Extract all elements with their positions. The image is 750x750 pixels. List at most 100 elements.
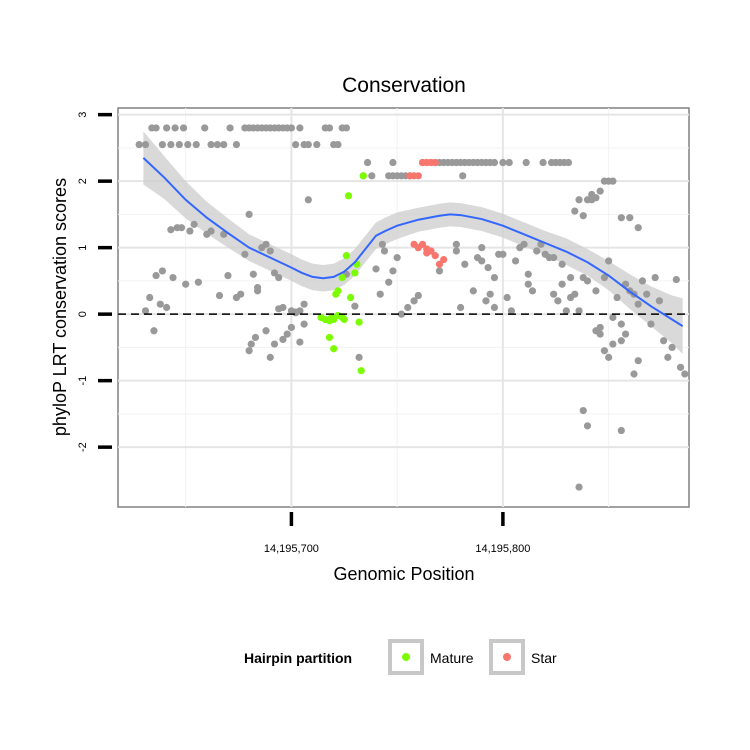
point-other	[334, 140, 342, 149]
point-mature	[334, 287, 342, 295]
point-other	[304, 196, 312, 204]
point-mature	[357, 367, 365, 375]
point-other	[478, 257, 486, 265]
smooth-fit-line	[142, 157, 684, 327]
confidence-band-layer	[143, 131, 683, 355]
point-other	[452, 247, 460, 255]
point-other	[486, 290, 494, 298]
legend-dot-star	[503, 653, 511, 661]
point-other	[351, 302, 359, 310]
point-other	[266, 353, 274, 361]
chart-title: Conservation	[342, 74, 466, 97]
point-mature	[355, 318, 363, 326]
point-other	[389, 267, 397, 275]
point-other	[617, 426, 625, 435]
confidence-band	[143, 131, 683, 355]
point-other	[283, 330, 291, 338]
point-other	[292, 140, 300, 149]
point-other	[232, 140, 241, 149]
point-other	[237, 290, 245, 298]
point-other	[163, 124, 171, 132]
legend: Hairpin partition Mature Star	[244, 639, 557, 675]
point-other	[609, 177, 617, 185]
point-other	[152, 124, 160, 132]
point-other	[251, 333, 260, 342]
point-other	[385, 278, 393, 286]
point-star	[431, 158, 439, 167]
point-other	[355, 353, 363, 361]
point-other	[655, 297, 663, 305]
point-other	[158, 267, 167, 275]
point-other	[247, 340, 255, 348]
point-other	[583, 277, 592, 285]
point-other	[410, 297, 418, 305]
y-tick-label: 1	[77, 245, 89, 251]
point-other	[484, 264, 492, 272]
point-other	[533, 247, 541, 255]
point-other	[571, 207, 579, 215]
y-tick-label: 2	[77, 178, 89, 184]
point-other	[660, 337, 668, 345]
point-other	[505, 158, 513, 167]
point-other	[562, 307, 570, 315]
point-other	[380, 247, 389, 255]
point-other	[511, 257, 520, 265]
y-tick-label: -1	[77, 376, 89, 386]
point-other	[575, 483, 583, 491]
point-other	[524, 280, 532, 288]
point-other	[184, 140, 192, 149]
axes-layer: 14,195,700 14,195,800 3 2 1 0 -1 -2	[77, 112, 530, 555]
point-other	[550, 254, 558, 262]
point-other	[207, 140, 215, 149]
point-other	[651, 273, 659, 282]
point-other	[482, 297, 490, 305]
point-other	[177, 224, 186, 232]
y-tick-label: 3	[77, 112, 89, 118]
point-star	[418, 240, 427, 248]
point-other	[158, 140, 167, 149]
point-other	[313, 140, 321, 149]
point-other	[226, 124, 234, 132]
point-mature	[347, 293, 355, 302]
point-other	[579, 212, 587, 220]
x-tick-label: 14,195,800	[475, 543, 530, 555]
point-other	[141, 140, 150, 149]
point-other	[634, 224, 642, 232]
point-other	[325, 124, 334, 132]
point-other	[169, 273, 177, 282]
point-other	[490, 158, 499, 167]
point-other	[175, 140, 183, 149]
point-other	[287, 124, 296, 132]
point-other	[596, 187, 604, 195]
point-other	[558, 280, 566, 288]
point-mature	[340, 315, 348, 324]
point-mature	[338, 273, 346, 282]
point-other	[605, 257, 613, 265]
point-mature	[325, 333, 334, 342]
point-other	[167, 226, 175, 234]
point-other	[554, 297, 562, 305]
point-star	[440, 256, 448, 264]
legend-label-star: Star	[531, 650, 557, 666]
point-other	[186, 227, 194, 235]
point-other	[213, 140, 221, 149]
point-other	[389, 158, 397, 167]
point-other	[452, 240, 460, 248]
point-other	[393, 254, 401, 262]
point-mature	[359, 172, 367, 180]
point-star	[435, 260, 444, 268]
point-other	[275, 273, 283, 282]
point-mature	[351, 269, 359, 277]
point-other	[600, 347, 609, 355]
point-other	[152, 271, 160, 280]
point-other	[368, 172, 376, 180]
point-other	[182, 280, 190, 288]
point-other	[613, 293, 621, 302]
point-other	[558, 260, 566, 268]
point-other	[575, 196, 583, 204]
point-other	[279, 335, 287, 344]
point-other	[266, 247, 274, 255]
point-other	[609, 340, 617, 348]
point-other	[287, 323, 296, 332]
